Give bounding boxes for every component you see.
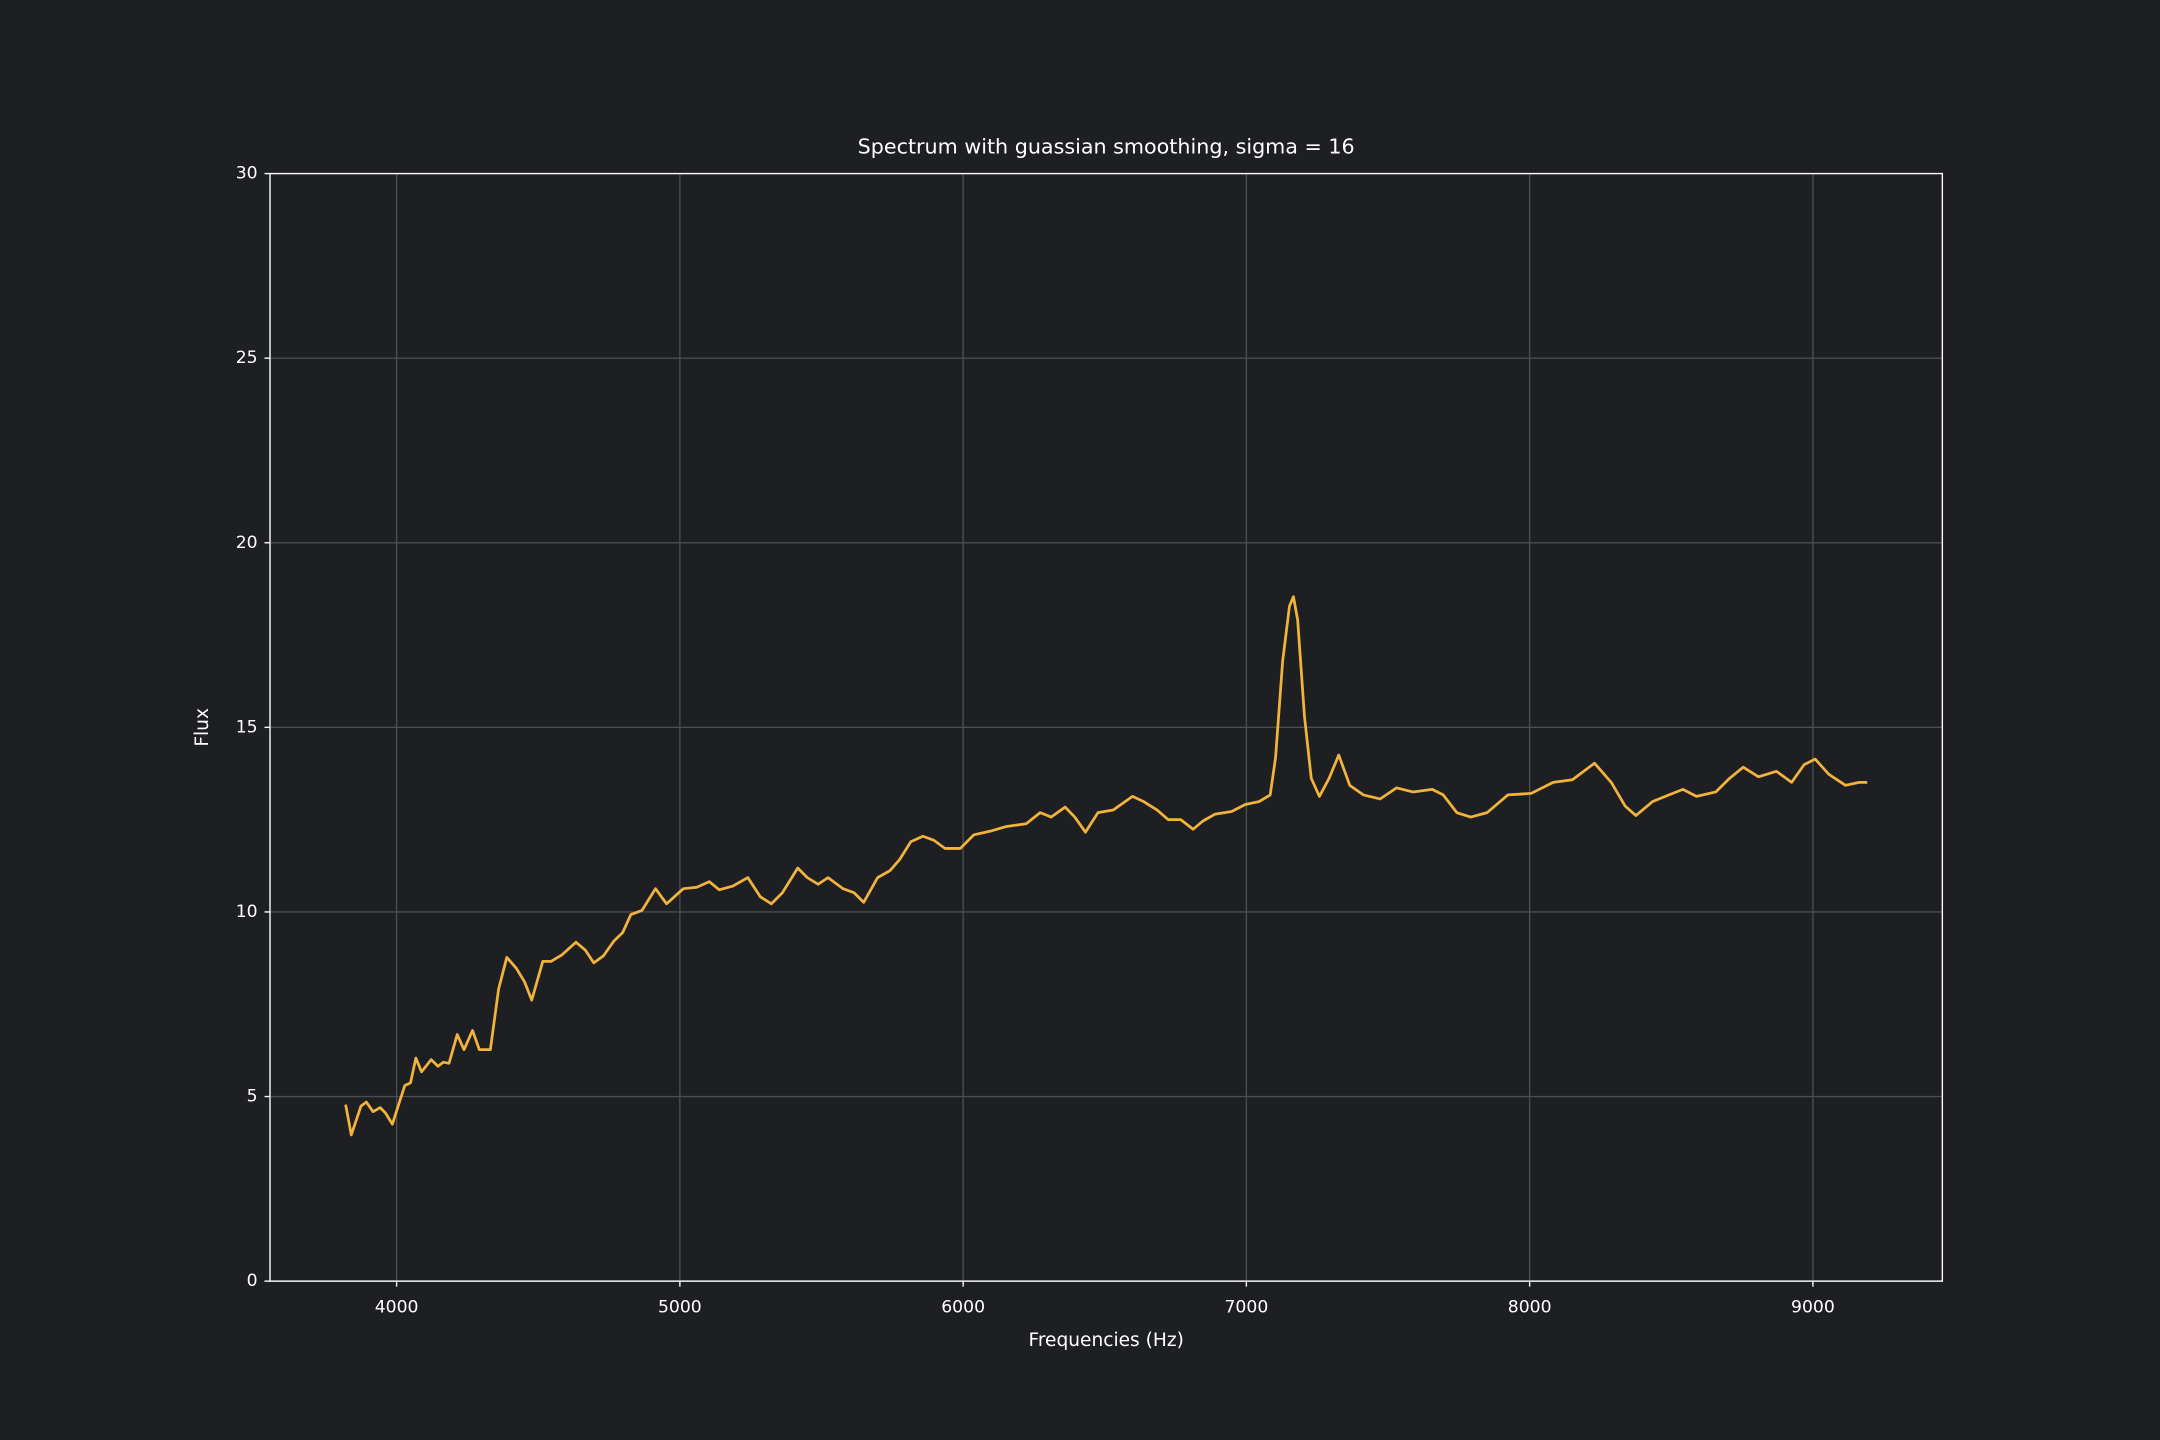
y-tick-label: 20 [236, 533, 258, 553]
plot-frame [269, 172, 1944, 1282]
x-tick-label: 6000 [941, 1297, 985, 1317]
x-tick-label: 9000 [1791, 1297, 1835, 1317]
data-line [344, 595, 1868, 1137]
y-tick-label: 30 [236, 164, 258, 184]
x-tick-label: 8000 [1508, 1297, 1552, 1317]
chart-title: Spectrum with guassian smoothing, sigma … [858, 134, 1355, 158]
y-tick-label: 10 [236, 902, 258, 922]
x-tick-label: 5000 [658, 1297, 702, 1317]
y-tick-label: 5 [247, 1087, 258, 1107]
x-tick-label: 7000 [1224, 1297, 1268, 1317]
y-tick-label: 25 [236, 348, 258, 368]
y-axis-label: Flux [192, 708, 213, 747]
x-axis-label: Frequencies (Hz) [1028, 1330, 1183, 1351]
y-tick-label: 15 [236, 717, 258, 737]
y-tick-label: 0 [247, 1271, 258, 1291]
x-tick-label: 4000 [375, 1297, 419, 1317]
